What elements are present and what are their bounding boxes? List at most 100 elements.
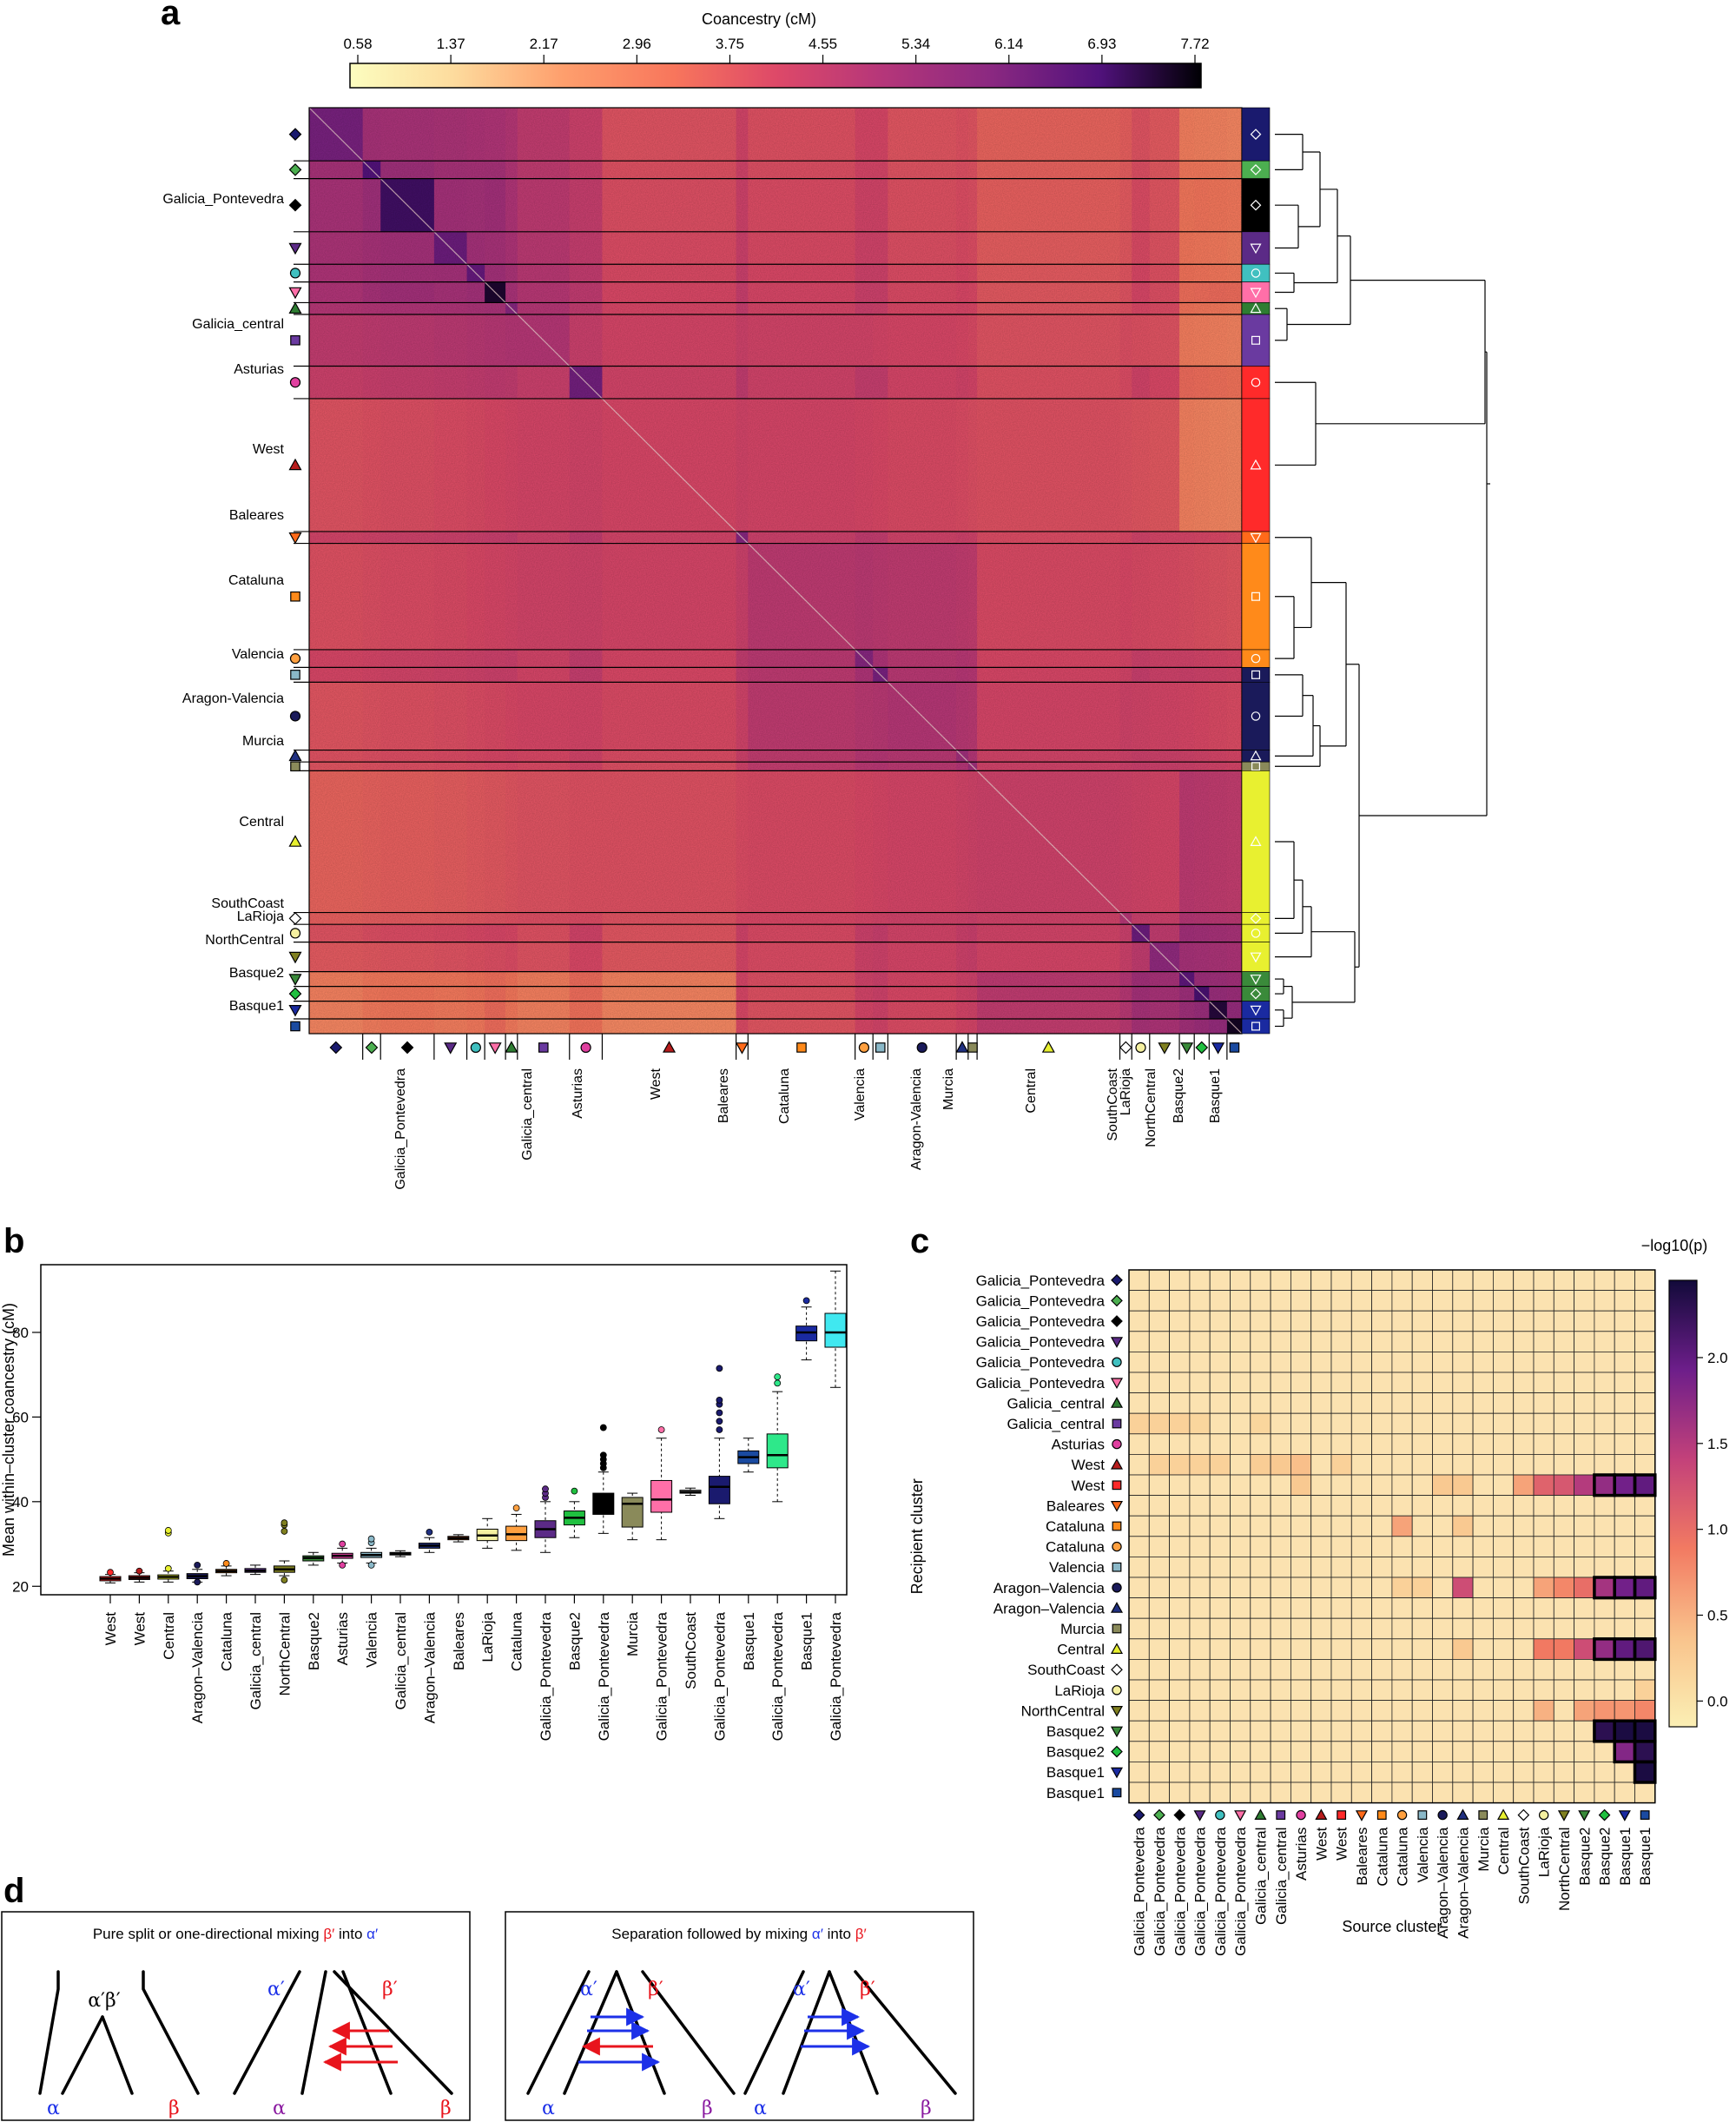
pvalue-cell bbox=[1432, 1392, 1454, 1414]
pvalue-cell bbox=[1189, 1536, 1211, 1557]
pvalue-cell bbox=[1169, 1352, 1191, 1373]
x-tick-label: Valencia bbox=[364, 1611, 380, 1667]
pvalue-cell bbox=[1169, 1782, 1191, 1804]
pvalue-cell bbox=[1472, 1269, 1494, 1292]
pvalue-cell bbox=[1230, 1679, 1251, 1702]
pvalue-cell bbox=[1330, 1392, 1352, 1414]
pvalue-cell bbox=[1533, 1536, 1554, 1557]
colorbar-a bbox=[349, 63, 1202, 89]
column-label: Basque1 bbox=[1637, 1828, 1653, 1886]
row-marker bbox=[289, 268, 301, 279]
strip-marker bbox=[1250, 164, 1262, 175]
pvalue-cell bbox=[1432, 1762, 1454, 1783]
pvalue-cell bbox=[1371, 1454, 1393, 1476]
pvalue-cell bbox=[1614, 1720, 1635, 1742]
pvalue-cell bbox=[1411, 1495, 1433, 1517]
pvalue-cell bbox=[1533, 1372, 1554, 1394]
column-label: Galicia_Pontevedra bbox=[1232, 1827, 1249, 1956]
pvalue-cell bbox=[1209, 1433, 1231, 1455]
pvalue-cell bbox=[1209, 1577, 1231, 1599]
pvalue-cell bbox=[1472, 1352, 1494, 1373]
pvalue-cell bbox=[1270, 1515, 1291, 1537]
pvalue-cell bbox=[1411, 1577, 1433, 1599]
outlier bbox=[339, 1540, 347, 1548]
pvalue-cell bbox=[1310, 1741, 1332, 1762]
pvalue-cell bbox=[1148, 1741, 1171, 1762]
pvalue-cell bbox=[1513, 1269, 1535, 1292]
pvalue-cell bbox=[1614, 1454, 1635, 1476]
colorbar-a-tick-label: 2.17 bbox=[530, 36, 558, 52]
row-label: SouthCoast bbox=[1027, 1662, 1105, 1678]
pvalue-cell bbox=[1209, 1352, 1231, 1373]
panel-a-letter: a bbox=[161, 0, 181, 32]
pvalue-cell bbox=[1330, 1557, 1352, 1578]
pvalue-cell bbox=[1513, 1782, 1535, 1804]
pvalue-cell bbox=[1594, 1638, 1615, 1660]
box-group: Galicia_Pontevedra bbox=[766, 1373, 789, 1741]
pvalue-cell bbox=[1290, 1782, 1312, 1804]
pvalue-cell bbox=[1250, 1474, 1271, 1497]
pvalue-cell bbox=[1350, 1352, 1373, 1373]
pvalue-cell bbox=[1230, 1720, 1251, 1742]
pvalue-cell bbox=[1209, 1331, 1231, 1352]
row-marker bbox=[1112, 1418, 1122, 1429]
pvalue-cell bbox=[1533, 1638, 1554, 1660]
pvalue-cell bbox=[1371, 1638, 1393, 1660]
x-tick-label: Basque1 bbox=[799, 1612, 815, 1670]
pvalue-cell bbox=[1432, 1720, 1454, 1742]
pvalue-cell bbox=[1371, 1577, 1393, 1599]
pvalue-cell bbox=[1472, 1762, 1494, 1783]
pvalue-cell bbox=[1513, 1454, 1535, 1476]
pvalue-cell bbox=[1574, 1515, 1595, 1537]
pvalue-cell bbox=[1391, 1454, 1413, 1476]
pvalue-cell bbox=[1250, 1577, 1271, 1599]
column-label: Galicia_Pontevedra bbox=[1152, 1827, 1168, 1956]
pvalue-cell bbox=[1594, 1352, 1615, 1373]
pvalue-cell bbox=[1169, 1659, 1191, 1681]
pvalue-cell bbox=[1128, 1617, 1150, 1640]
pvalue-cell bbox=[1128, 1720, 1150, 1742]
pvalue-cell bbox=[1493, 1720, 1515, 1742]
pvalue-cell bbox=[1250, 1392, 1271, 1414]
pvalue-cell bbox=[1148, 1392, 1171, 1414]
x-tick-label: West bbox=[102, 1612, 119, 1646]
row-marker bbox=[1112, 1788, 1122, 1798]
pvalue-cell bbox=[1230, 1352, 1251, 1373]
pvalue-cell bbox=[1250, 1310, 1271, 1332]
pvalue-cell bbox=[1574, 1412, 1595, 1435]
row-marker bbox=[1111, 1663, 1123, 1676]
pvalue-cell bbox=[1432, 1679, 1454, 1702]
pvalue-cell bbox=[1452, 1638, 1474, 1660]
col-marker bbox=[1132, 1808, 1145, 1821]
pvalue-cell bbox=[1128, 1352, 1150, 1373]
box bbox=[766, 1433, 789, 1469]
row-label: Basque2 bbox=[1046, 1723, 1105, 1740]
pvalue-cell bbox=[1148, 1495, 1171, 1517]
pvalue-cell bbox=[1270, 1331, 1291, 1352]
column-label: Aragon–Valencia bbox=[1455, 1827, 1471, 1939]
outlier bbox=[281, 1577, 288, 1583]
pvalue-cell bbox=[1594, 1372, 1615, 1394]
cluster-boundaries bbox=[294, 107, 1243, 1060]
pvalue-cell bbox=[1432, 1495, 1454, 1517]
pvalue-cell bbox=[1634, 1515, 1656, 1537]
colorbar-c-tick-label: 0.5 bbox=[1707, 1608, 1728, 1624]
outlier bbox=[542, 1485, 549, 1493]
row-label: Galicia_Pontevedra bbox=[976, 1292, 1106, 1309]
x-tick-label: LaRioja bbox=[479, 1611, 496, 1662]
pvalue-cell bbox=[1472, 1495, 1494, 1517]
pvalue-cell bbox=[1574, 1700, 1595, 1722]
row-label: Asturias bbox=[1052, 1437, 1105, 1453]
outlier bbox=[135, 1567, 143, 1575]
y-tick-label: 60 bbox=[12, 1409, 29, 1425]
pvalue-cell bbox=[1614, 1557, 1635, 1578]
pvalue-cell bbox=[1270, 1269, 1291, 1292]
pvalue-cell bbox=[1350, 1412, 1373, 1435]
pvalue-cell bbox=[1634, 1782, 1656, 1804]
x-tick-label: Basque1 bbox=[741, 1612, 757, 1670]
strip-segment bbox=[1241, 231, 1271, 265]
pvalue-cell bbox=[1634, 1536, 1656, 1557]
strip-segment bbox=[1241, 314, 1271, 367]
row-labels: Galicia_Pontevedra Galicia_central Asturia… bbox=[162, 128, 302, 1032]
cluster-color-strip bbox=[1241, 107, 1271, 1035]
